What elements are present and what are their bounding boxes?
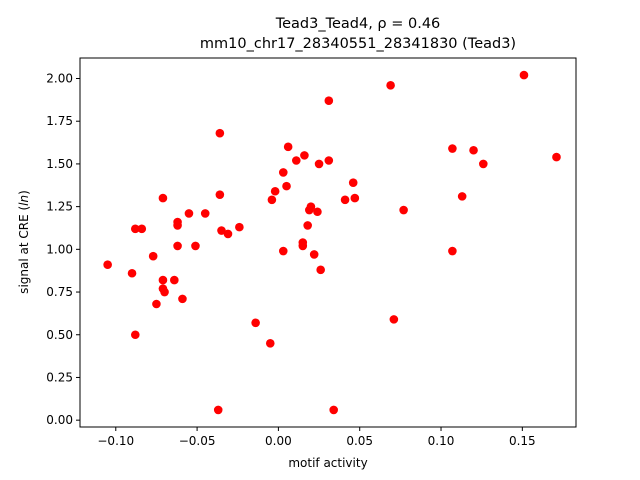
data-point — [265, 338, 275, 348]
data-point — [303, 221, 312, 230]
data-point — [178, 294, 187, 304]
data-point — [306, 202, 316, 211]
data-point — [448, 246, 457, 256]
y-tick-label: 1.00 — [46, 242, 73, 256]
x-axis-ticks: −0.10 −0.05 0.00 0.05 0.10 0.15 — [97, 427, 536, 448]
data-point — [389, 315, 399, 324]
data-point — [158, 275, 168, 285]
data-point — [457, 192, 467, 201]
chart-title-line2: mm10_chr17_28340551_28341830 (Tead3) — [200, 36, 516, 52]
y-tick-label: 0.25 — [46, 370, 73, 384]
data-point — [469, 145, 478, 155]
x-tick-label: −0.05 — [179, 434, 216, 448]
data-point — [282, 181, 291, 191]
data-point — [130, 330, 140, 340]
data-point — [324, 156, 334, 165]
y-axis-ticks: 0.00 0.25 0.50 0.75 1.00 1.25 1.50 1.75 2.00 — [46, 72, 80, 427]
data-point — [235, 222, 244, 232]
data-point — [127, 268, 137, 278]
data-point — [137, 224, 147, 234]
data-point — [291, 156, 301, 165]
y-tick-label: 1.50 — [46, 157, 73, 171]
y-tick-label: 1.25 — [46, 200, 73, 214]
data-point — [215, 190, 225, 199]
data-point — [350, 193, 360, 203]
data-point — [170, 275, 179, 285]
data-point — [314, 159, 324, 169]
data-point — [152, 299, 161, 309]
y-tick-label: 1.75 — [46, 114, 73, 128]
data-point — [217, 226, 226, 235]
y-axis-label: signal at CRE (ln) — [17, 190, 31, 294]
data-point — [300, 151, 309, 160]
y-tick-label: 0.00 — [46, 413, 73, 427]
data-point — [213, 405, 223, 415]
x-axis-label: motif activity — [288, 456, 367, 470]
data-point — [309, 250, 319, 259]
data-point — [519, 70, 529, 80]
x-tick-label: −0.10 — [97, 434, 134, 448]
data-point — [184, 209, 194, 218]
data-point — [283, 142, 293, 152]
data-point — [251, 318, 260, 328]
data-point — [223, 229, 233, 239]
x-tick-label: 0.10 — [428, 434, 455, 448]
data-point — [479, 159, 488, 169]
data-point — [340, 195, 350, 205]
data-point — [148, 251, 158, 261]
data-point — [329, 405, 338, 415]
data-point — [324, 96, 334, 106]
data-point — [348, 178, 358, 188]
data-point — [191, 241, 200, 251]
data-point — [298, 238, 308, 247]
data-point — [313, 207, 322, 217]
data-point — [386, 81, 395, 90]
data-point — [399, 205, 408, 215]
x-tick-label: 0.00 — [265, 434, 292, 448]
x-tick-label: 0.05 — [346, 434, 373, 448]
y-tick-label: 2.00 — [46, 72, 73, 86]
data-point — [200, 209, 210, 218]
x-tick-label: 0.15 — [509, 434, 536, 448]
data-point — [448, 144, 457, 153]
data-point — [267, 195, 277, 205]
plot-frame — [79, 57, 577, 428]
data-point — [173, 221, 182, 230]
data-point — [215, 128, 225, 138]
data-point — [552, 152, 561, 162]
data-point — [158, 193, 168, 203]
data-point — [278, 246, 288, 256]
chart-title-line1: Tead3_Tead4, ρ = 0.46 — [275, 16, 441, 32]
y-tick-label: 0.50 — [46, 328, 73, 342]
data-point — [130, 224, 140, 234]
data-point — [270, 186, 280, 196]
y-tick-label: 0.75 — [46, 285, 73, 299]
data-point — [173, 241, 182, 251]
data-point — [278, 168, 288, 177]
data-points — [103, 70, 561, 415]
data-point — [316, 265, 325, 275]
data-point — [160, 287, 169, 297]
data-point — [103, 260, 112, 270]
